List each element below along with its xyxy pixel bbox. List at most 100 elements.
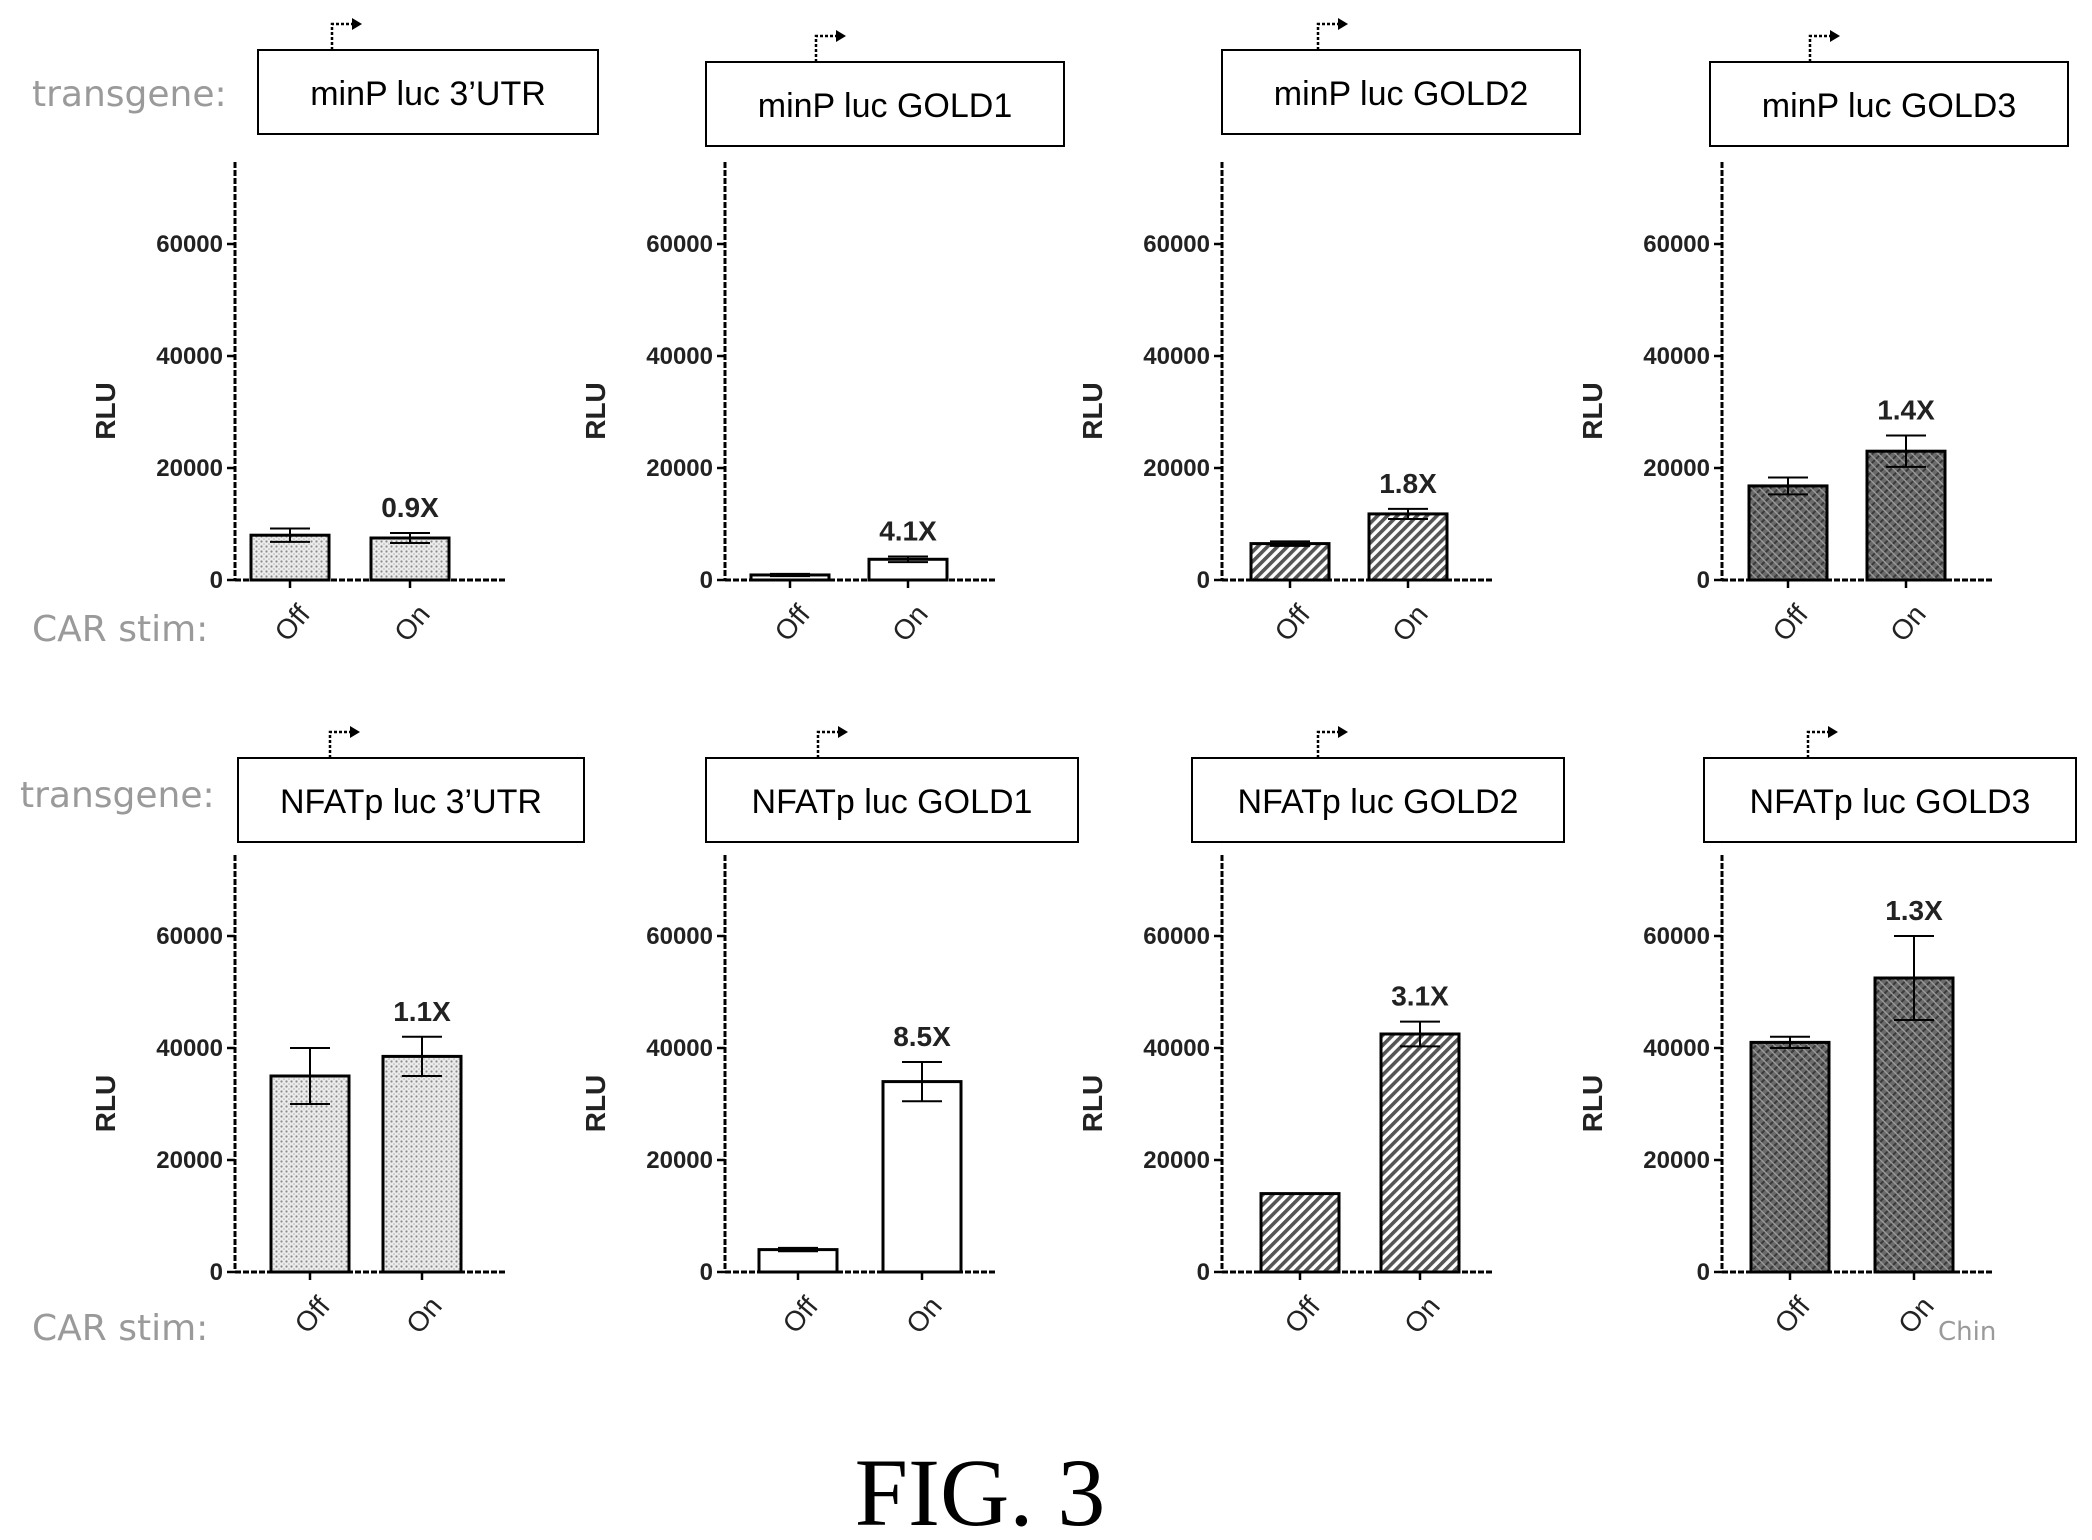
y-tick-label: 20000	[1143, 1147, 1210, 1174]
x-tick-label-off: Off	[776, 1291, 824, 1339]
y-tick-label: 40000	[646, 343, 713, 370]
y-tick-label: 20000	[646, 1147, 713, 1174]
y-tick-label: 40000	[156, 343, 223, 370]
promoter-arrow-line	[1316, 22, 1338, 50]
y-tick-label: 60000	[1643, 231, 1710, 258]
x-tick-label-on: On	[400, 1291, 448, 1340]
promoter-arrow-line	[1806, 730, 1828, 758]
transgene-box	[1703, 757, 2077, 843]
y-tick-label: 60000	[156, 231, 223, 258]
bar-off	[269, 1074, 351, 1274]
y-tick-label: 40000	[646, 1035, 713, 1062]
transgene-label: minP luc 3’UTR	[310, 75, 546, 113]
y-tick-label: 60000	[1143, 923, 1210, 950]
promoter-arrow-line	[330, 22, 352, 50]
transgene-box	[705, 757, 1079, 843]
transgene-box	[257, 49, 599, 135]
bar-off	[1259, 1192, 1341, 1274]
chart-panel-7: NFATp luc GOLD2 0 20000 40000 60000 RLU Off On 3…	[1077, 726, 1565, 1340]
x-tick-label-off: Off	[268, 599, 316, 647]
y-tick-label: 20000	[1643, 455, 1710, 482]
y-tick-label: 60000	[156, 923, 223, 950]
transgene-label: minP luc GOLD2	[1274, 75, 1528, 113]
x-tick-label-off: Off	[1278, 1291, 1326, 1339]
y-axis-label: RLU	[1077, 1075, 1108, 1133]
promoter-arrow-line	[1316, 730, 1338, 758]
y-tick-label: 20000	[156, 455, 223, 482]
chart-panel-2: minP luc GOLD1 0 20000 40000 60000 RLU Off On 4.…	[580, 30, 1065, 647]
bar-on	[381, 1054, 463, 1274]
bar-off	[1749, 1040, 1831, 1274]
x-tick-label-off: Off	[768, 599, 816, 647]
panels-group: minP luc 3’UTR 0 20000 40000 60000 RLU Off On 0.…	[90, 18, 2077, 1340]
promoter-arrow-line	[328, 730, 350, 758]
promoter-arrow-icon	[1338, 18, 1348, 30]
row-label-transgene-top: transgene:	[32, 74, 227, 115]
x-tick-label-on: On	[1892, 1291, 1940, 1340]
y-axis-label: RLU	[1577, 382, 1608, 440]
transgene-label: NFATp luc GOLD1	[752, 783, 1033, 821]
x-tick-label-off: Off	[1768, 1291, 1816, 1339]
row-label-car-stim-top: CAR stim:	[32, 609, 208, 650]
promoter-arrow-icon	[350, 726, 360, 738]
transgene-box	[1709, 61, 2069, 147]
transgene-box	[1221, 49, 1581, 135]
y-tick-label: 60000	[646, 923, 713, 950]
fold-change-label: 1.4X	[1877, 395, 1935, 426]
promoter-arrow-line	[814, 34, 836, 62]
y-tick-label: 0	[1697, 567, 1710, 594]
y-tick-label: 0	[700, 1259, 713, 1286]
bar-off	[1747, 484, 1829, 582]
y-tick-label: 0	[1197, 1259, 1210, 1286]
y-tick-label: 40000	[1143, 343, 1210, 370]
row-label-transgene-bottom: transgene:	[20, 775, 215, 816]
row-label-car-stim-bottom: CAR stim:	[32, 1308, 208, 1349]
x-tick-label-on: On	[1386, 599, 1434, 648]
chart-panel-5: NFATp luc 3’UTR 0 20000 40000 60000 RLU Off On 1…	[90, 726, 585, 1340]
bar-off	[1249, 542, 1331, 582]
chart-panel-1: minP luc 3’UTR 0 20000 40000 60000 RLU Off On 0.…	[90, 18, 599, 647]
transgene-label: NFATp luc GOLD2	[1238, 783, 1519, 821]
x-tick-label-on: On	[1398, 1291, 1446, 1340]
y-tick-label: 60000	[646, 231, 713, 258]
stray-label: Chin	[1938, 1317, 1996, 1347]
promoter-arrow-icon	[1828, 726, 1838, 738]
y-axis-label: RLU	[90, 382, 121, 440]
y-axis-label: RLU	[1077, 382, 1108, 440]
promoter-arrow-line	[1808, 34, 1830, 62]
chart-panel-8: NFATp luc GOLD3 0 20000 40000 60000 RLU Off On 1…	[1577, 726, 2077, 1340]
promoter-arrow-icon	[1830, 30, 1840, 42]
x-tick-label-off: Off	[1268, 599, 1316, 647]
bar-on	[369, 536, 451, 582]
bar-on	[1367, 512, 1449, 582]
fold-change-label: 3.1X	[1391, 981, 1449, 1012]
y-tick-label: 60000	[1143, 231, 1210, 258]
promoter-arrow-icon	[838, 726, 848, 738]
y-tick-label: 0	[1697, 1259, 1710, 1286]
transgene-label: NFATp luc 3’UTR	[280, 783, 542, 821]
fold-change-label: 0.9X	[381, 492, 439, 523]
y-axis-label: RLU	[1577, 1075, 1608, 1133]
y-tick-label: 0	[210, 1259, 223, 1286]
y-tick-label: 20000	[1643, 1147, 1710, 1174]
promoter-arrow-icon	[1338, 726, 1348, 738]
y-tick-label: 40000	[1643, 1035, 1710, 1062]
y-tick-label: 60000	[1643, 923, 1710, 950]
fold-change-label: 8.5X	[893, 1021, 951, 1052]
bar-on	[881, 1080, 963, 1274]
y-tick-label: 0	[1197, 567, 1210, 594]
y-axis-label: RLU	[580, 382, 611, 440]
fold-change-label: 4.1X	[879, 515, 937, 546]
transgene-box	[705, 61, 1065, 147]
chart-panel-3: minP luc GOLD2 0 20000 40000 60000 RLU Off On 1.…	[1077, 18, 1581, 648]
chart-panel-6: NFATp luc GOLD1 0 20000 40000 60000 RLU Off On 8…	[580, 726, 1079, 1339]
y-axis-label: RLU	[580, 1075, 611, 1133]
x-tick-label-off: Off	[288, 1291, 336, 1339]
x-tick-label-off: Off	[1766, 599, 1814, 647]
transgene-box	[1191, 757, 1565, 843]
fold-change-label: 1.3X	[1885, 895, 1943, 926]
y-tick-label: 0	[210, 567, 223, 594]
figure-caption: FIG. 3	[855, 1439, 1106, 1540]
bar-on	[1865, 449, 1947, 582]
y-tick-label: 20000	[646, 455, 713, 482]
